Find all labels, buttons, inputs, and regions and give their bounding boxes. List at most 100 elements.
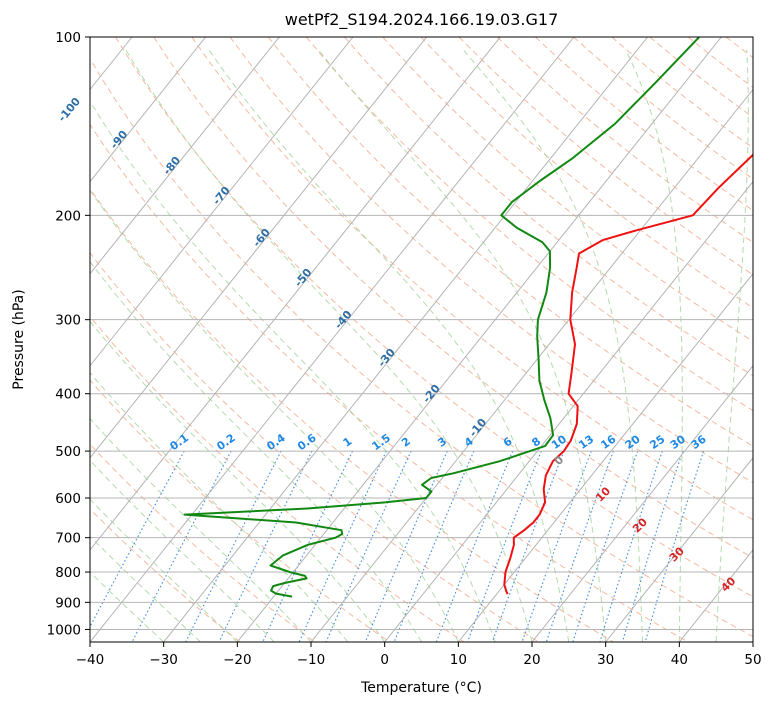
dry-adiabat — [306, 37, 753, 412]
mixing-ratio-line — [599, 450, 663, 642]
isotherm-label: -80 — [160, 154, 183, 178]
axes: −40 −30 −20 −10 0 10 20 30 40 5010020030040050060… — [47, 30, 762, 668]
dry-adiabat — [725, 37, 753, 59]
y-tick-label: 400 — [55, 387, 81, 403]
dry-adiabat — [90, 251, 540, 642]
isotherm — [310, 88, 753, 642]
moist-adiabat — [90, 535, 201, 642]
x-tick-label: −40 — [76, 652, 105, 668]
dry-adiabat — [90, 123, 689, 642]
isotherm — [0, 37, 58, 642]
dewpoint-line — [183, 37, 700, 598]
isotherm — [678, 549, 753, 642]
moist-adiabat — [90, 320, 386, 642]
moist-adiabat — [90, 571, 165, 642]
mixing-ratio-line — [521, 450, 592, 642]
dry-adiabat — [90, 57, 753, 638]
x-tick-label: 0 — [380, 652, 389, 668]
mixing-ratio-label: 13 — [576, 433, 596, 452]
x-tick-label: 10 — [450, 652, 467, 668]
y-tick-label: 100 — [55, 30, 81, 46]
y-tick-label: 900 — [55, 595, 81, 611]
moist-adiabat-label: 10 — [593, 484, 613, 504]
mixing-ratio-line — [90, 450, 185, 628]
dry-adiabat — [191, 37, 753, 521]
y-tick-label: 800 — [55, 565, 81, 581]
x-axis-label: Temperature (°C) — [360, 680, 482, 696]
isotherm — [384, 180, 753, 642]
x-tick-label: 40 — [671, 652, 688, 668]
moist-adiabat — [625, 49, 683, 642]
dry-adiabat — [90, 379, 390, 642]
moist-adiabat — [715, 49, 749, 642]
isotherm — [457, 272, 753, 642]
moist-adiabat — [317, 49, 607, 642]
chart-title: wetPf2_S194.2024.166.19.03.G17 — [285, 10, 559, 30]
mixing-ratio-line — [545, 450, 614, 642]
x-tick-label: 20 — [523, 652, 540, 668]
mixing-ratio-line — [491, 450, 565, 642]
mixing-ratio-label: 0.6 — [295, 431, 319, 453]
dry-adiabat — [535, 37, 753, 211]
mixing-ratio-line — [262, 450, 353, 642]
moist-adiabat — [208, 49, 570, 642]
isotherm-label: -40 — [332, 308, 355, 332]
moist-adiabat — [125, 49, 533, 642]
mixing-ratio-line — [621, 450, 684, 642]
x-tick-label: 50 — [744, 652, 761, 668]
y-tick-label: 200 — [55, 208, 81, 224]
isotherm — [90, 37, 280, 275]
isotherm-label: -20 — [420, 382, 443, 406]
dry-adiabat — [420, 37, 753, 309]
isotherm — [90, 37, 354, 367]
dry-adiabat — [267, 37, 753, 447]
temperature-line — [503, 153, 753, 595]
mixing-ratio-line — [364, 450, 448, 642]
moist-adiabat — [90, 189, 459, 642]
moist-adiabat — [90, 459, 275, 642]
dry-adiabat — [764, 37, 775, 642]
mixing-ratio-line — [466, 450, 542, 642]
isotherm — [605, 457, 753, 642]
mixing-ratio-line — [572, 450, 639, 642]
isotherm — [752, 641, 753, 642]
mixing-ratio-label: 0.4 — [264, 431, 288, 453]
mixing-ratio-label: 0.2 — [214, 431, 237, 453]
mixing-ratio-label: 6 — [501, 435, 515, 450]
y-tick-label: 500 — [55, 444, 81, 460]
plot-frame — [89, 36, 754, 643]
mixing-ratio-line — [325, 450, 412, 642]
isotherm — [90, 37, 575, 642]
moist-adiabat-label: 20 — [630, 515, 650, 535]
dry-adiabat — [649, 37, 753, 119]
dry-adiabat — [90, 508, 241, 642]
isotherm — [90, 37, 207, 183]
moist-adiabat — [90, 417, 312, 642]
isotherm-label: -60 — [250, 226, 273, 250]
isotherm — [531, 364, 753, 642]
dry-adiabat — [344, 37, 753, 377]
mixing-ratio-label: 30 — [668, 432, 688, 452]
mixing-ratio-label: 2 — [399, 435, 413, 450]
isotherm — [236, 37, 722, 642]
mixing-ratio-label: 20 — [623, 432, 643, 452]
dry-adiabat — [496, 37, 753, 243]
isotherm-label: -90 — [108, 128, 131, 152]
line-labels: 0.1 0.2 0.4 0.6 1 1.5 2 3 4 6 8 10 13 16 20 25 30 36-100-… — [55, 95, 738, 595]
mixing-ratio-label: 1 — [341, 435, 355, 450]
dry-adiabat — [382, 37, 753, 342]
isotherm — [90, 37, 501, 551]
mixing-ratio-label: 1.5 — [370, 431, 393, 453]
x-tick-label: −30 — [149, 652, 178, 668]
x-tick-label: 30 — [597, 652, 614, 668]
x-tick-label: −20 — [223, 652, 252, 668]
dry-adiabat — [229, 37, 753, 484]
mixing-ratio-line — [218, 450, 313, 642]
x-tick-label: −10 — [297, 652, 326, 668]
mixing-ratio-label: 0.1 — [168, 431, 191, 453]
moist-adiabat — [90, 498, 238, 642]
mixing-ratio-line — [393, 450, 475, 642]
mixing-ratio-line — [185, 450, 282, 642]
dry-adiabat — [611, 37, 753, 149]
